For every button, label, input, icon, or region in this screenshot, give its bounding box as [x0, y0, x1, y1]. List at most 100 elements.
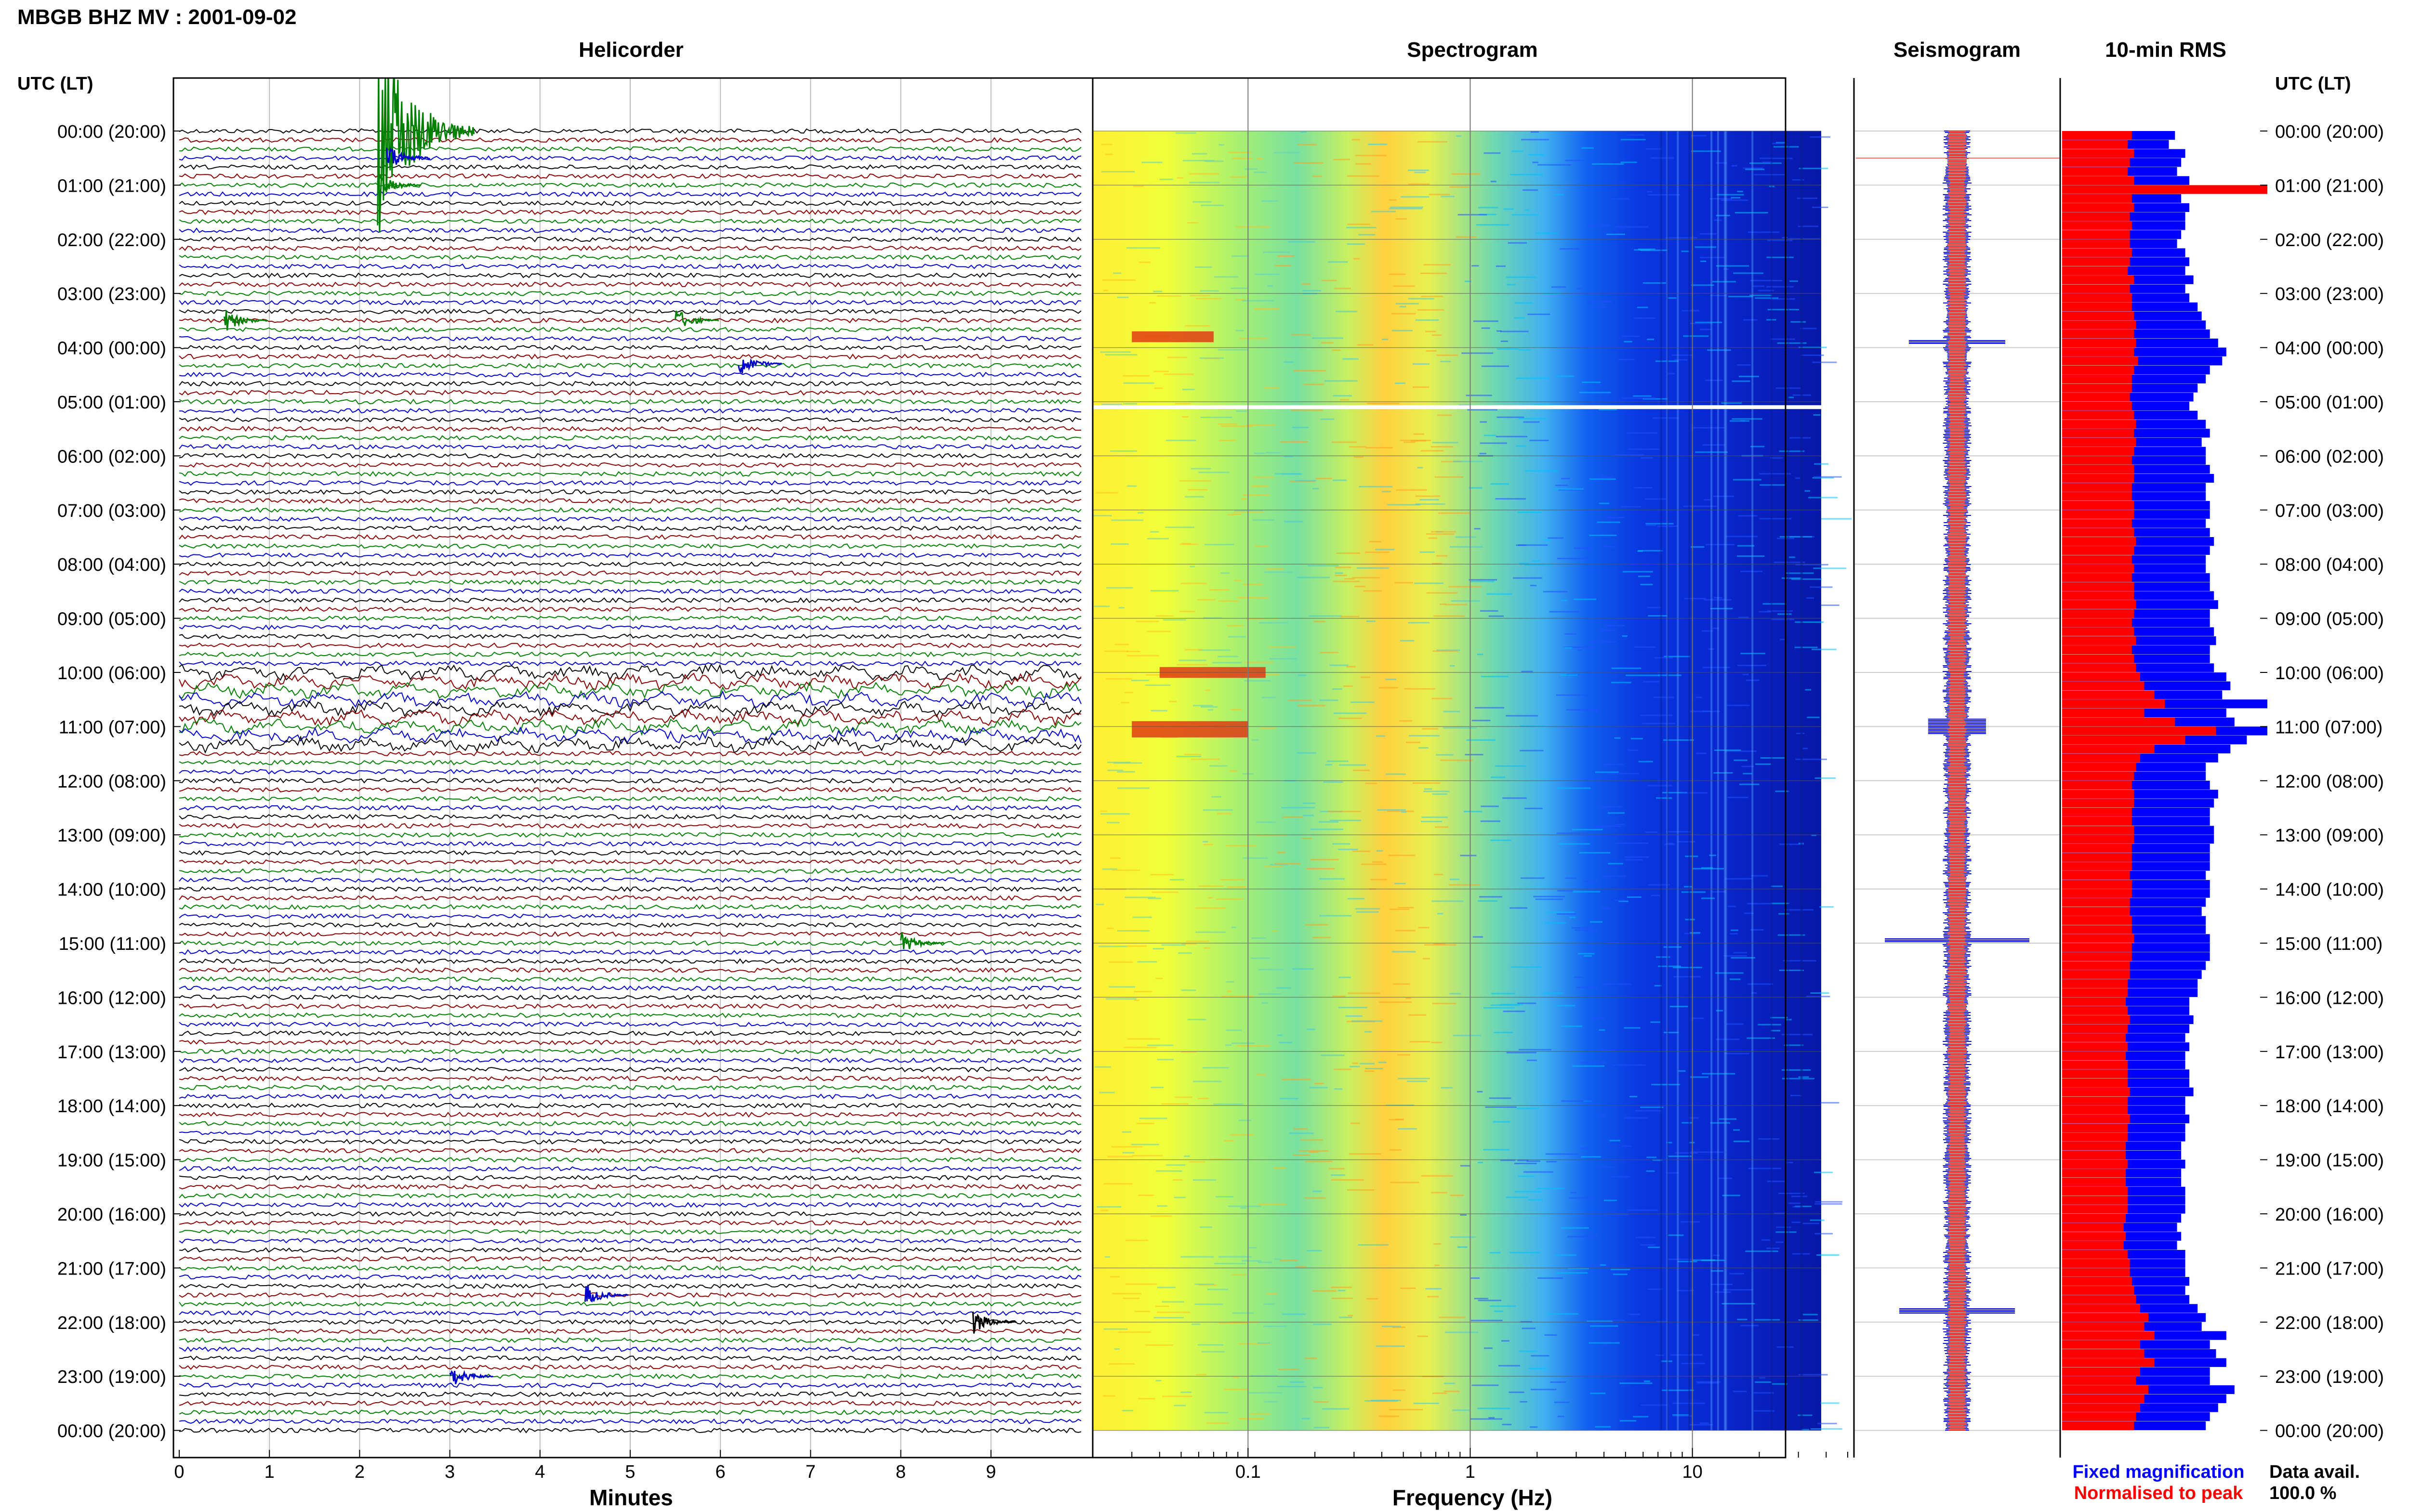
helicorder-trace-line — [179, 700, 1082, 718]
spectrogram-streak — [1436, 754, 1454, 756]
rms-bar-normalised — [2062, 789, 2134, 799]
helicorder-trace-line — [179, 363, 1082, 369]
spectrogram-streak — [1313, 620, 1325, 622]
helicorder-trace-line — [179, 336, 1082, 342]
spectrogram-streak — [1557, 913, 1576, 915]
spectrogram-streak — [1693, 1334, 1699, 1336]
spectrogram-streak — [1185, 496, 1204, 498]
spectrogram-streak — [1618, 358, 1635, 360]
rms-bar-normalised — [2062, 736, 2185, 745]
spectrogram-streak — [1751, 992, 1757, 994]
helicorder-trace-line — [179, 408, 1082, 414]
spectrogram-streak — [1681, 1221, 1700, 1223]
spectrogram-streak — [1347, 224, 1370, 225]
spectrogram-streak — [1544, 1334, 1557, 1336]
spectrogram-streak — [1440, 603, 1446, 605]
spectrogram-streak — [1349, 1153, 1381, 1155]
spectrogram-streak — [1519, 1350, 1538, 1352]
spectrogram-streak — [1503, 208, 1514, 210]
spectrogram-streak — [1755, 1381, 1772, 1383]
spectrogram-streak — [1393, 983, 1410, 985]
hour-label-right: 22:00 (18:00) — [2275, 1313, 2384, 1333]
spectrogram-streak — [1593, 306, 1607, 308]
spectrogram-streak — [1604, 1199, 1617, 1201]
spectrogram-streak — [1370, 879, 1387, 881]
spectrogram-streak — [1277, 1386, 1307, 1388]
spectrogram-streak — [1640, 714, 1673, 716]
spectrogram-streak — [1418, 747, 1429, 749]
spectrogram-streak — [1776, 1226, 1791, 1228]
helicorder-trace-line — [179, 146, 1082, 152]
spectrogram-streak — [1613, 1274, 1628, 1275]
spectrogram-streak — [1449, 993, 1461, 995]
spectrogram-streak — [1742, 673, 1749, 675]
spectrogram-streak — [1243, 857, 1268, 859]
rms-bar-normalised — [2062, 374, 2132, 383]
spectrogram-streak — [1696, 1381, 1721, 1383]
spectrogram-streak — [1815, 1201, 1843, 1203]
spectrogram-streak — [1740, 1325, 1759, 1327]
spectrogram-streak — [1638, 576, 1650, 577]
helicorder-trace-line — [179, 1400, 1082, 1407]
spectrogram-streak — [1398, 1078, 1430, 1079]
seismogram-title: Seismogram — [1893, 38, 2021, 62]
spectrogram-streak — [1567, 1268, 1589, 1270]
spectrogram-streak — [1312, 488, 1319, 489]
spectrogram-streak — [1204, 947, 1210, 949]
spectrogram-streak — [1535, 404, 1551, 406]
spectrogram-streak — [1306, 868, 1335, 869]
spectrogram-streak — [1812, 361, 1837, 363]
spectrogram-streak — [1244, 661, 1273, 663]
helicorder-trace-line — [179, 444, 1082, 450]
spectrogram-streak — [1256, 1074, 1266, 1076]
spectrogram-streak — [1162, 1395, 1192, 1397]
helicorder-trace-line — [179, 769, 1082, 775]
helicorder-trace-line — [179, 805, 1082, 811]
spectrogram-streak — [1255, 545, 1269, 547]
spectrogram-streak — [1339, 1316, 1352, 1318]
spectrogram-streak — [1253, 476, 1274, 478]
helicorder-trace-line — [179, 1157, 1082, 1163]
spectrogram-streak — [1712, 281, 1736, 283]
rms-bar-normalised — [2062, 1069, 2128, 1078]
spectrogram-streak — [1546, 1161, 1557, 1163]
spectrogram-streak — [1622, 1145, 1631, 1147]
spectrogram-streak — [1771, 885, 1783, 887]
spectrogram-streak — [1730, 420, 1750, 422]
spectrogram-streak — [1420, 273, 1447, 274]
spectrogram-streak — [1254, 452, 1265, 454]
spectrogram-streak — [1131, 1144, 1160, 1145]
spectrogram-streak — [1759, 473, 1791, 475]
spectrogram-streak — [1271, 930, 1277, 932]
spectrogram-streak — [1648, 884, 1670, 886]
spectrogram-streak — [1419, 499, 1439, 501]
helicorder-trace-line — [179, 868, 1082, 874]
spectrogram-streak — [1604, 625, 1625, 627]
spectrogram-streak — [1164, 373, 1194, 375]
hour-label-right: 06:00 (02:00) — [2275, 447, 2384, 467]
spectrogram-streak — [1578, 953, 1595, 955]
helicorder-trace-line — [179, 1202, 1082, 1208]
spectrogram-streak — [1366, 1298, 1378, 1300]
rms-bar-normalised — [2062, 311, 2134, 320]
spectrogram-streak — [1436, 555, 1448, 557]
rms-bar-normalised — [2062, 501, 2134, 510]
spectrogram-streak — [1523, 421, 1540, 423]
helicorder-trace-line — [179, 967, 1082, 973]
helicorder-event — [377, 174, 422, 191]
spectrogram-streak — [1780, 639, 1786, 641]
spectrogram-streak — [1643, 282, 1667, 284]
helicorder-trace-line — [179, 128, 1082, 134]
spectrogram-streak — [1779, 450, 1805, 452]
data-avail-value: 100.0 % — [2269, 1483, 2336, 1503]
spectrogram-streak — [1718, 1177, 1733, 1179]
helicorder-trace-line — [179, 660, 1082, 667]
spectrogram-streak — [1646, 1170, 1655, 1172]
spectrogram-streak — [1103, 1328, 1128, 1330]
spectrogram-streak — [1424, 944, 1456, 946]
spectrogram-streak — [1810, 992, 1829, 994]
spectrogram-streak — [1654, 985, 1662, 986]
spectrogram-streak — [1328, 261, 1348, 263]
rms-bar-normalised — [2062, 925, 2132, 934]
helicorder-trace-line — [179, 1111, 1082, 1118]
